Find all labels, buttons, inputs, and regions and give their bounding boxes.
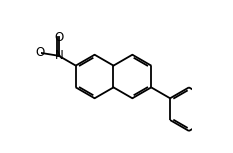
Text: O: O [36, 46, 45, 59]
Text: N: N [55, 49, 63, 62]
Text: O: O [54, 31, 63, 44]
